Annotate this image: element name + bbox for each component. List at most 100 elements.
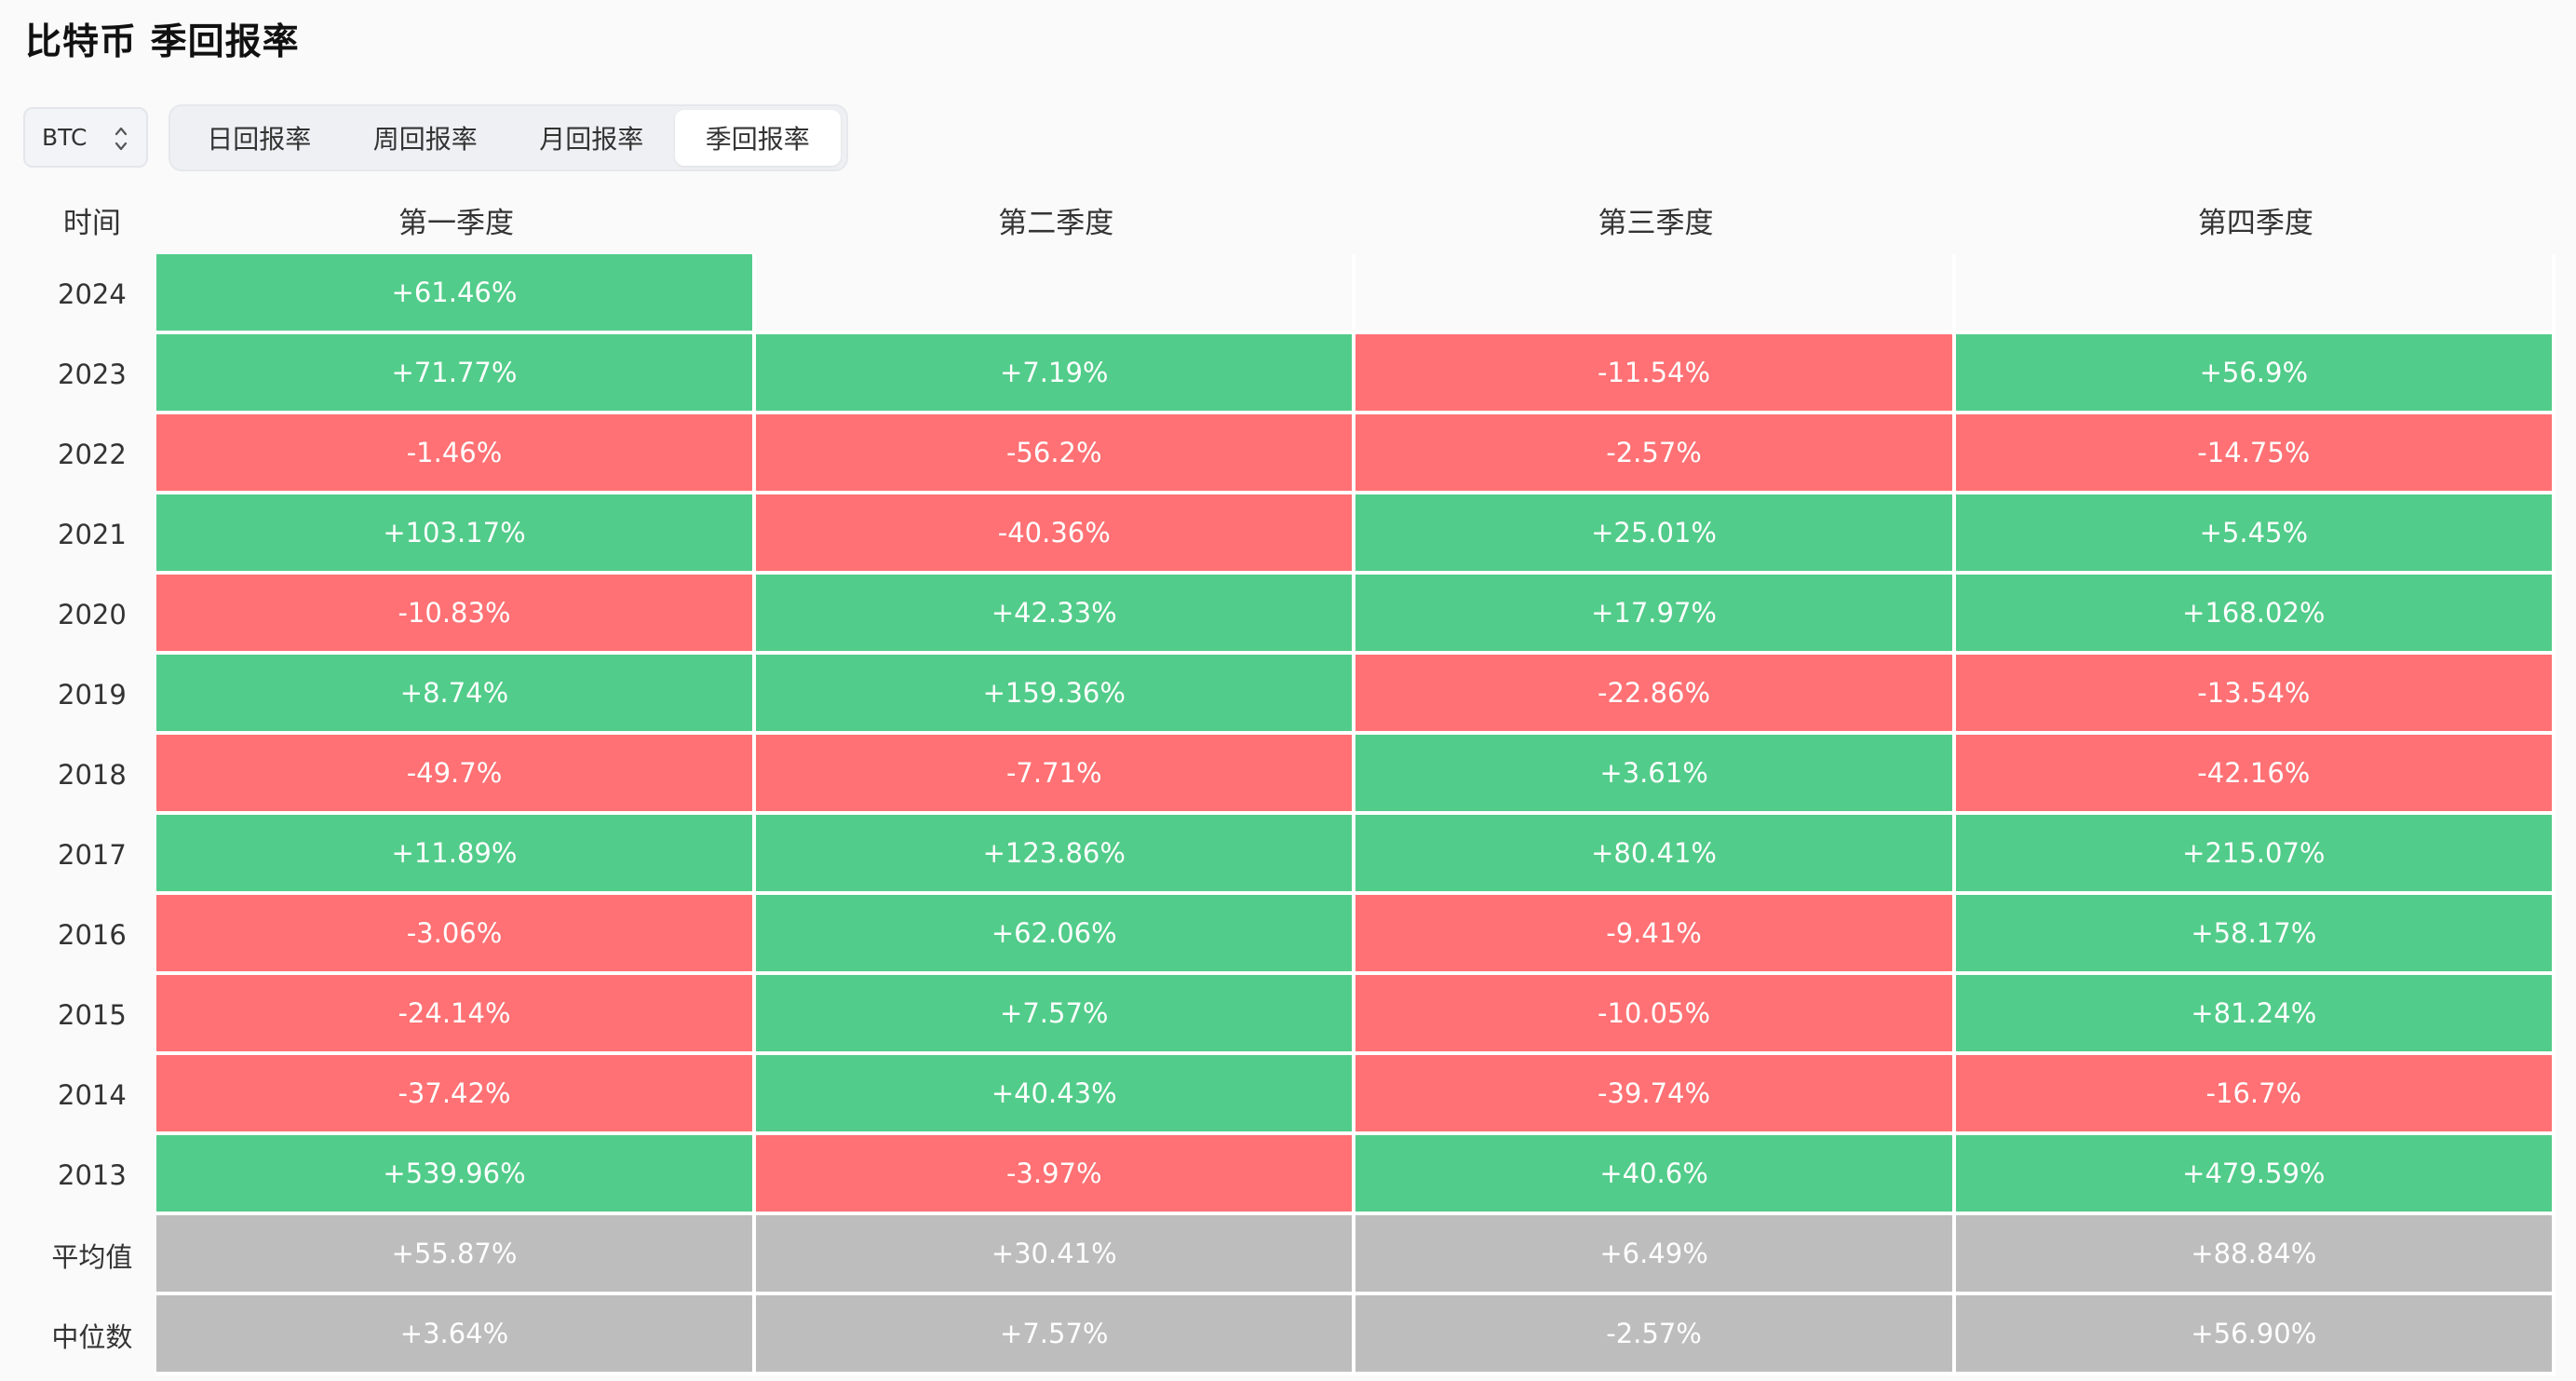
return-cell-q4: +215.07%	[1955, 815, 2556, 895]
year-label: 2019	[58, 679, 127, 711]
year-label: 2024	[58, 278, 127, 310]
stat-label: 中位数	[51, 1321, 133, 1353]
asset-select[interactable]: BTC	[23, 107, 148, 168]
return-cell-q1: -49.7%	[155, 735, 757, 815]
return-cell-q4: +56.9%	[1955, 334, 2556, 414]
table-row: 2013 +539.96% -3.97% +40.6% +479.59%	[28, 1135, 2556, 1215]
tab-quarterly-return[interactable]: 季回报率	[674, 110, 841, 166]
return-cell-q4: -14.75%	[1955, 414, 2556, 494]
return-cell-q3: -39.74%	[1355, 1055, 1956, 1135]
table-row: 2022 -1.46% -56.2% -2.57% -14.75%	[28, 414, 2556, 494]
return-cell-q2: -40.36%	[756, 494, 1356, 575]
return-cell-q4: +56.90%	[1955, 1295, 2556, 1375]
table-row: 2023 +71.77% +7.19% -11.54% +56.9%	[28, 334, 2556, 414]
table-row: 2020 -10.83% +42.33% +17.97% +168.02%	[28, 575, 2556, 655]
year-label: 2015	[58, 999, 127, 1031]
table-row: 2024 +61.46%	[28, 254, 2556, 334]
header-q1: 第一季度	[398, 207, 514, 240]
header-q3: 第三季度	[1598, 207, 1714, 240]
return-cell-q3	[1355, 254, 1956, 334]
table-header-row: 时间 第一季度 第二季度 第三季度 第四季度	[28, 186, 2556, 254]
table-row: 2019 +8.74% +159.36% -22.86% -13.54%	[28, 655, 2556, 735]
return-cell-q3: -9.41%	[1355, 895, 1956, 975]
tab-weekly-return[interactable]: 周回报率	[372, 124, 478, 155]
return-cell-q3: +25.01%	[1355, 494, 1956, 575]
year-label: 2022	[58, 439, 127, 470]
return-cell-q3: +6.49%	[1355, 1215, 1956, 1295]
return-cell-q1: +11.89%	[155, 815, 757, 895]
year-label: 2018	[58, 759, 127, 791]
return-cell-q2: +7.57%	[756, 1295, 1356, 1375]
return-cell-q1: -37.42%	[155, 1055, 757, 1135]
year-label: 2020	[58, 599, 127, 630]
page-title: 比特币 季回报率	[25, 21, 300, 63]
return-cell-q1: +71.77%	[155, 334, 757, 414]
return-cell-q4: +479.59%	[1955, 1135, 2556, 1215]
return-cell-q3: +17.97%	[1355, 575, 1956, 655]
header-q4: 第四季度	[2197, 207, 2313, 240]
return-cell-q2: +62.06%	[756, 895, 1356, 975]
table-row: 2015 -24.14% +7.57% -10.05% +81.24%	[28, 975, 2556, 1055]
return-cell-q3: +3.61%	[1355, 735, 1956, 815]
return-cell-q1: +3.64%	[155, 1295, 757, 1375]
header-time: 时间	[62, 207, 121, 240]
return-cell-q2: -56.2%	[756, 414, 1356, 494]
return-cell-q1: +55.87%	[155, 1215, 757, 1295]
year-label: 2014	[58, 1079, 127, 1111]
year-label: 2021	[58, 519, 127, 550]
table-row: 2017 +11.89% +123.86% +80.41% +215.07%	[28, 815, 2556, 895]
return-cell-q4: +168.02%	[1955, 575, 2556, 655]
chevron-up-down-icon	[115, 127, 128, 151]
header-q2: 第二季度	[998, 207, 1114, 240]
return-cell-q3: +40.6%	[1355, 1135, 1956, 1215]
return-cell-q1: -3.06%	[155, 895, 757, 975]
return-cell-q2: +159.36%	[756, 655, 1356, 735]
stat-label: 平均值	[51, 1241, 133, 1273]
year-label: 2023	[58, 359, 127, 390]
return-cell-q3: -10.05%	[1355, 975, 1956, 1055]
tab-monthly-return[interactable]: 月回报率	[539, 124, 644, 155]
table-row: 2021 +103.17% -40.36% +25.01% +5.45%	[28, 494, 2556, 575]
return-cell-q2: +123.86%	[756, 815, 1356, 895]
return-cell-q1: +103.17%	[155, 494, 757, 575]
return-cell-q4: -16.7%	[1955, 1055, 2556, 1135]
return-cell-q3: -2.57%	[1355, 1295, 1956, 1375]
return-cell-q4: +81.24%	[1955, 975, 2556, 1055]
return-cell-q2: +7.19%	[756, 334, 1356, 414]
year-label: 2016	[58, 919, 127, 951]
return-cell-q4: -13.54%	[1955, 655, 2556, 735]
return-cell-q4: +5.45%	[1955, 494, 2556, 575]
table-body: 2024 +61.46% 2023 +71.77% +7.19% -11.54% +56.9…	[28, 254, 2556, 1375]
quarterly-return-table: 时间 第一季度 第二季度 第三季度 第四季度 2024 +61.46% 2023 +7…	[28, 186, 2556, 1375]
return-cell-q1: +8.74%	[155, 655, 757, 735]
table-row: 中位数 +3.64% +7.57% -2.57% +56.90%	[28, 1295, 2556, 1375]
return-cell-q2: -7.71%	[756, 735, 1356, 815]
return-cell-q2: -3.97%	[756, 1135, 1356, 1215]
return-cell-q1: +61.46%	[155, 254, 757, 334]
return-cell-q1: +539.96%	[155, 1135, 757, 1215]
return-cell-q2: +42.33%	[756, 575, 1356, 655]
return-cell-q3: +80.41%	[1355, 815, 1956, 895]
table-row: 2018 -49.7% -7.71% +3.61% -42.16%	[28, 735, 2556, 815]
year-label: 2013	[58, 1159, 127, 1191]
return-cell-q1: -24.14%	[155, 975, 757, 1055]
return-cell-q2	[756, 254, 1356, 334]
return-cell-q1: -1.46%	[155, 414, 757, 494]
tab-daily-return[interactable]: 日回报率	[207, 124, 312, 155]
return-cell-q3: -2.57%	[1355, 414, 1956, 494]
return-cell-q2: +7.57%	[756, 975, 1356, 1055]
return-cell-q4: -42.16%	[1955, 735, 2556, 815]
table-row: 2014 -37.42% +40.43% -39.74% -16.7%	[28, 1055, 2556, 1135]
return-cell-q2: +40.43%	[756, 1055, 1356, 1135]
return-cell-q2: +30.41%	[756, 1215, 1356, 1295]
table-row: 2016 -3.06% +62.06% -9.41% +58.17%	[28, 895, 2556, 975]
return-cell-q1: -10.83%	[155, 575, 757, 655]
return-cell-q4	[1955, 254, 2556, 334]
asset-select-value: BTC	[42, 124, 88, 151]
return-period-tabs: 日回报率 周回报率 月回报率 季回报率	[169, 104, 848, 171]
return-cell-q4: +58.17%	[1955, 895, 2556, 975]
table-row: 平均值 +55.87% +30.41% +6.49% +88.84%	[28, 1215, 2556, 1295]
return-cell-q3: -22.86%	[1355, 655, 1956, 735]
return-cell-q4: +88.84%	[1955, 1215, 2556, 1295]
year-label: 2017	[58, 839, 127, 871]
